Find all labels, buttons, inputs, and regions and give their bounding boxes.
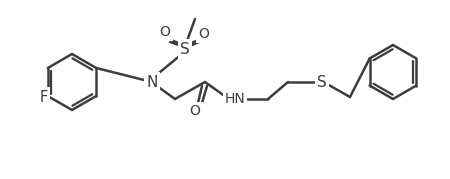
- Text: O: O: [189, 104, 200, 118]
- Text: O: O: [198, 27, 209, 41]
- Text: N: N: [146, 74, 158, 90]
- Text: F: F: [40, 90, 48, 105]
- Text: HN: HN: [225, 92, 245, 106]
- Text: S: S: [317, 74, 327, 90]
- Text: S: S: [180, 42, 190, 57]
- Text: O: O: [160, 25, 171, 39]
